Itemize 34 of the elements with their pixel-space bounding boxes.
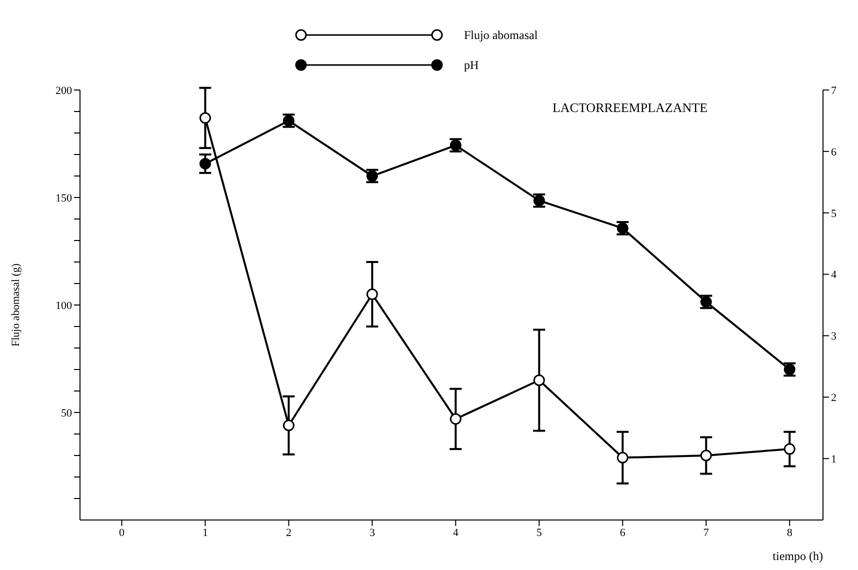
x-tick-label: 4 <box>452 526 459 539</box>
y2-tick-label: 1 <box>831 453 836 466</box>
y2-tick-label: 3 <box>831 330 837 343</box>
x-tick-label: 8 <box>786 526 793 539</box>
x-tick-label: 6 <box>620 526 626 539</box>
legend-label: Flujo abomasal <box>464 28 539 42</box>
y2-tick-label: 5 <box>831 208 837 220</box>
y-axis-title: Flujo abomasal (g) <box>10 263 22 347</box>
point <box>533 374 545 386</box>
point <box>700 450 712 462</box>
x-tick-label: 5 <box>536 526 542 539</box>
y2-tick-label: 7 <box>831 84 837 97</box>
x-tick-label: 2 <box>286 526 292 539</box>
point <box>199 112 211 124</box>
x-tick-label: 1 <box>202 526 208 539</box>
x-tick-label: 0 <box>118 526 125 539</box>
x-tick-label: 7 <box>703 526 710 539</box>
x-axis-title: tiempo (h) <box>772 549 823 563</box>
y-tick-label: 200 <box>56 84 72 97</box>
y2-tick-label: 4 <box>831 269 837 282</box>
y-tick-label: 150 <box>56 192 72 204</box>
legend-label: pH <box>464 58 480 72</box>
point <box>616 452 628 464</box>
x-tick-label: 3 <box>369 526 376 539</box>
y2-tick-label: 6 <box>831 146 837 158</box>
text: LACTORREEMPLAZANTE <box>551 100 709 116</box>
point <box>366 288 378 300</box>
point <box>199 158 211 170</box>
y2-tick-label: 2 <box>831 392 836 404</box>
y-tick-label: 100 <box>56 300 72 312</box>
point <box>784 443 796 455</box>
point <box>282 420 294 432</box>
point <box>450 413 462 425</box>
y-tick-label: 50 <box>61 407 72 420</box>
